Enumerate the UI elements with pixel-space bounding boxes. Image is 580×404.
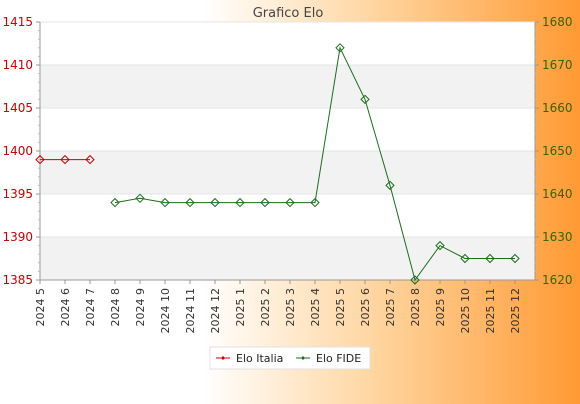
x-tick-label: 2025 8 xyxy=(409,288,422,327)
data-point xyxy=(285,197,295,208)
data-point xyxy=(85,154,95,165)
data-point xyxy=(410,275,420,285)
data-point xyxy=(110,197,120,208)
x-tick-label: 2025 11 xyxy=(484,288,497,334)
data-point xyxy=(385,180,395,191)
x-tick-label: 2025 9 xyxy=(434,288,447,327)
grid-band xyxy=(40,151,535,194)
legend-label: Elo FIDE xyxy=(316,352,361,365)
x-tick-label: 2025 5 xyxy=(334,288,347,327)
x-tick-label: 2024 8 xyxy=(109,288,122,327)
y-tick-label-left: 1395 xyxy=(2,187,33,201)
data-point xyxy=(460,253,470,264)
x-tick-label: 2024 6 xyxy=(59,288,72,327)
chart-title: Grafico Elo xyxy=(253,6,324,21)
x-tick-label: 2024 5 xyxy=(34,288,47,327)
y-tick-label-left: 1405 xyxy=(2,101,33,115)
x-tick-label: 2025 12 xyxy=(509,288,522,334)
data-point xyxy=(335,43,345,53)
data-point xyxy=(210,197,220,208)
grid-band xyxy=(40,65,535,108)
y-tick-label-right: 1650 xyxy=(542,144,573,158)
x-tick-label: 2024 7 xyxy=(84,288,97,327)
x-tick-label: 2024 12 xyxy=(209,288,222,334)
x-tick-label: 2025 4 xyxy=(309,288,322,327)
x-tick-label: 2024 9 xyxy=(134,288,147,327)
y-tick-label-left: 1390 xyxy=(2,230,33,244)
legend-swatch-marker xyxy=(221,356,225,360)
y-tick-label-right: 1640 xyxy=(542,187,573,201)
data-point xyxy=(160,197,170,208)
data-point xyxy=(35,154,45,165)
y-tick-label-left: 1410 xyxy=(2,58,33,72)
y-tick-label-left: 1400 xyxy=(2,144,33,158)
legend-label: Elo Italia xyxy=(236,352,283,365)
data-point xyxy=(510,253,520,264)
series-line xyxy=(114,46,515,282)
legend-swatch-marker xyxy=(301,356,305,360)
data-point xyxy=(485,253,495,264)
x-tick-label: 2024 10 xyxy=(159,288,172,334)
y-tick-label-right: 1620 xyxy=(542,273,573,287)
y-tick-label-left: 1415 xyxy=(2,15,33,29)
data-point xyxy=(360,94,370,105)
y-tick-label-right: 1630 xyxy=(542,230,573,244)
y-tick-label-right: 1680 xyxy=(542,15,573,29)
x-tick-label: 2025 10 xyxy=(459,288,472,334)
data-point xyxy=(60,154,70,165)
x-tick-label: 2025 6 xyxy=(359,288,372,327)
legend-box xyxy=(209,346,371,370)
x-tick-label: 2025 3 xyxy=(284,288,297,327)
data-point xyxy=(435,240,445,251)
x-tick-label: 2024 11 xyxy=(184,288,197,334)
x-tick-label: 2025 2 xyxy=(259,288,272,327)
grid-band xyxy=(40,237,535,280)
y-tick-label-right: 1660 xyxy=(542,101,573,115)
data-point xyxy=(185,197,195,208)
data-point xyxy=(135,193,145,204)
data-point xyxy=(235,197,245,208)
y-tick-label-left: 1385 xyxy=(2,273,33,287)
x-tick-label: 2025 7 xyxy=(384,288,397,327)
data-point xyxy=(260,197,270,208)
x-tick-label: 2025 1 xyxy=(234,288,247,327)
data-point xyxy=(310,197,320,208)
y-tick-label-right: 1670 xyxy=(542,58,573,72)
